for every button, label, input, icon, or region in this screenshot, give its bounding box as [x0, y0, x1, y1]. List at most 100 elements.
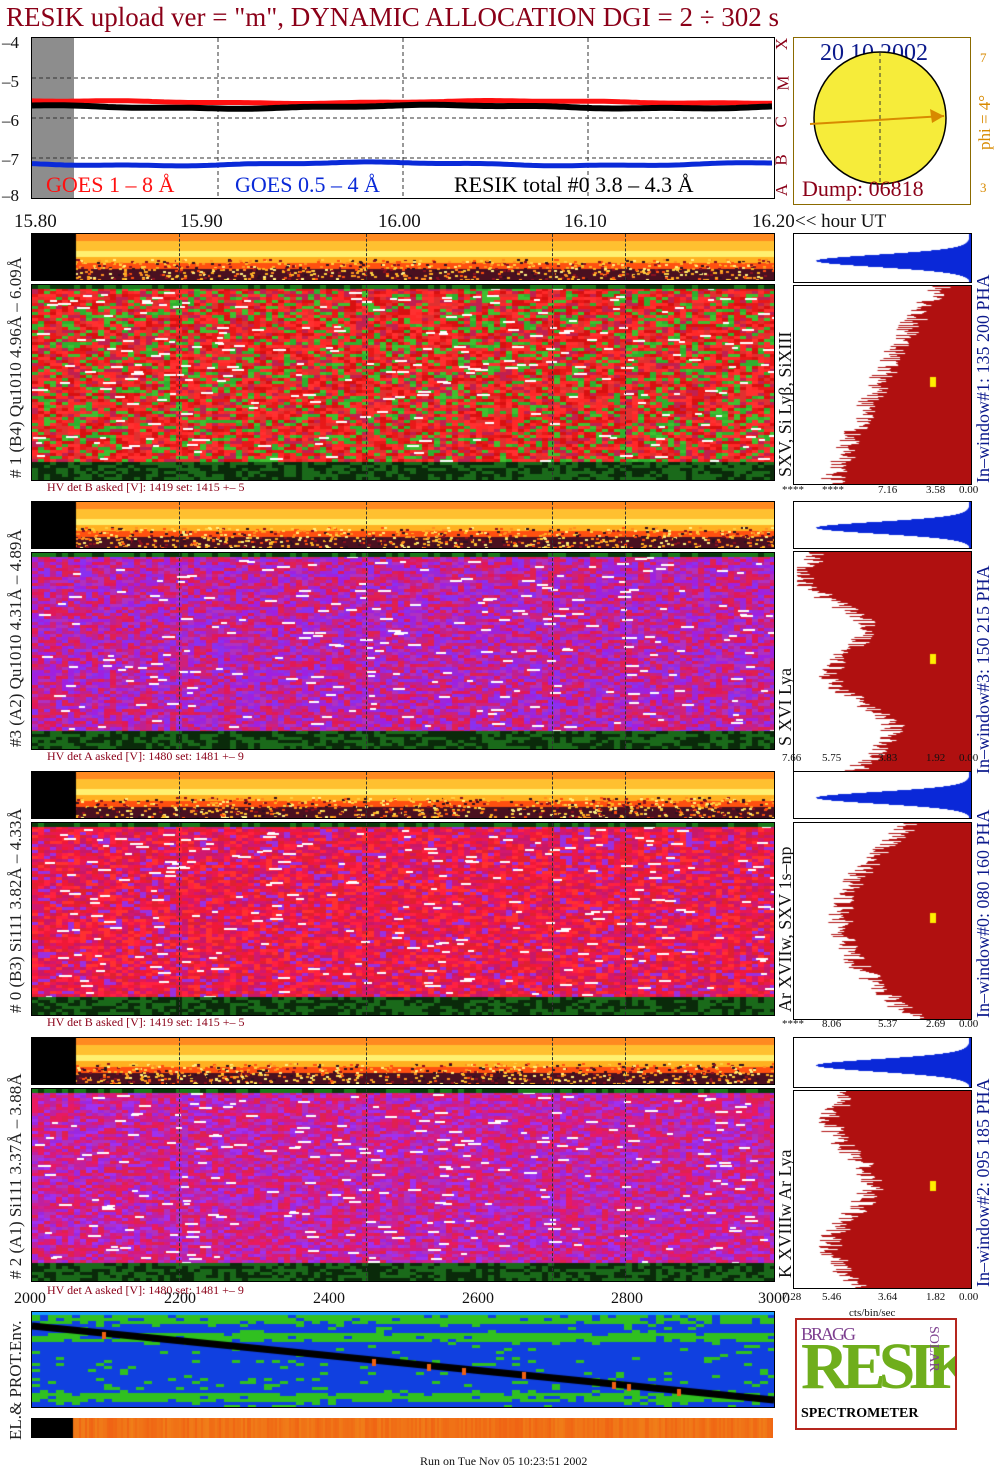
- spectrum-histogram: [793, 551, 972, 776]
- spectrum-top-strip: [31, 1037, 775, 1085]
- spectrogram-canvas: [32, 285, 774, 480]
- y-tick-label: –6: [2, 111, 19, 130]
- time-gridline: [366, 823, 367, 1015]
- time-gridline: [366, 1038, 367, 1084]
- bottom-tick-label: 2200: [164, 1290, 196, 1307]
- time-gridline: [552, 502, 553, 548]
- time-gridline: [179, 234, 180, 280]
- bottom-tick-label: 2600: [462, 1290, 494, 1307]
- spectrogram-canvas: [32, 823, 774, 1015]
- y-tick-label: –4: [2, 33, 19, 52]
- pha-histogram-canvas: [794, 772, 971, 818]
- hist-scale-label: ****: [782, 484, 804, 496]
- time-tick-label: 16.10: [564, 211, 607, 232]
- hist-scale-label: 3.64: [878, 1291, 898, 1303]
- hv-status: HV det B asked [V]: 1419 set: 1415 +– 5: [47, 480, 245, 494]
- time-gridline: [625, 1089, 626, 1281]
- bottom-tick-label: 3000: [758, 1290, 790, 1307]
- top-strip-canvas: [32, 234, 774, 280]
- y-tick-label: –5: [2, 72, 19, 91]
- run-timestamp: Run on Tue Nov 05 10:23:51 2002: [420, 1454, 588, 1468]
- time-gridline: [552, 772, 553, 818]
- time-gridline: [366, 553, 367, 749]
- bottom-tick-label: 2400: [313, 1290, 345, 1307]
- time-gridline: [625, 502, 626, 548]
- in-window-label: In–window#2: 095 185 PHA: [973, 1078, 993, 1287]
- time-gridline: [366, 502, 367, 548]
- hv-status: HV det A asked [V]: 1480 set: 1481 +– 9: [47, 749, 244, 763]
- logo-spectrometer: SPECTROMETER: [801, 1406, 919, 1421]
- time-gridline: [179, 1038, 180, 1084]
- spectrum-top-strip: [31, 501, 775, 549]
- goes-05-4-series: [32, 159, 772, 169]
- hv-status: HV det A asked [V]: 1480 set: 1481 +– 9: [47, 1283, 244, 1297]
- spectrogram-panel: [31, 552, 775, 750]
- hist-scale-label: 5.37: [878, 1018, 898, 1030]
- hist-scale-label: 1.92: [926, 752, 946, 764]
- time-gridline: [625, 1038, 626, 1084]
- channel-label: # 0 (B3) Si111 3.82Å – 4.33Å: [6, 808, 25, 1013]
- spectrum-top-strip: [31, 771, 775, 819]
- resik-logo: BRAGG RESIK SOLAR SPECTROMETER: [795, 1318, 957, 1430]
- pha-histogram: [793, 771, 972, 819]
- time-gridline: [552, 553, 553, 749]
- time-tick-label: 16.00: [378, 211, 421, 232]
- pha-histogram: [793, 233, 972, 283]
- hist-scale-label: 5.46: [822, 1291, 842, 1303]
- hist-scale-label: 5.75: [822, 752, 842, 764]
- hist-scale-label: 3.58: [926, 484, 946, 496]
- time-gridline: [625, 285, 626, 480]
- resik-total-series: [32, 101, 773, 112]
- time-gridline: [552, 1038, 553, 1084]
- spectrogram-canvas: [32, 553, 774, 749]
- hist-scale-label: ****: [782, 1018, 804, 1030]
- y-tick-label: –7: [2, 150, 19, 169]
- class-letter: C: [771, 116, 791, 128]
- pha-histogram: [793, 501, 972, 549]
- time-gridline: [179, 823, 180, 1015]
- spectrum-histogram-canvas: [794, 823, 971, 1019]
- spectrum-histogram-canvas: [794, 552, 971, 775]
- spectrum-histogram: [793, 822, 972, 1020]
- top-strip-canvas: [32, 502, 774, 548]
- spectrogram-panel: [31, 1088, 775, 1282]
- top-strip-canvas: [32, 1038, 774, 1084]
- hist-scale-label: 0.00: [959, 752, 979, 764]
- y-tick-label: –8: [2, 186, 19, 205]
- channel-label: # 1 (B4) Qu1010 4.96Å – 6.09Å: [6, 257, 25, 478]
- time-gridline: [179, 772, 180, 818]
- time-unit-label: << hour UT: [795, 211, 887, 232]
- in-window-label: In–window#0: 080 160 PHA: [973, 809, 993, 1018]
- spectrum-histogram: [793, 1090, 972, 1289]
- class-letter: B: [771, 154, 791, 166]
- spectrum-histogram-canvas: [794, 286, 971, 484]
- time-gridline: [366, 1089, 367, 1281]
- class-letter: X: [772, 37, 792, 51]
- page-title: RESIK upload ver = "m", DYNAMIC ALLOCATI…: [6, 2, 780, 32]
- spectrogram-panel: [31, 284, 775, 481]
- phi-top: 7: [980, 50, 987, 65]
- time-gridline: [366, 285, 367, 480]
- class-letter: M: [773, 75, 793, 91]
- channel-label: # 2 (A1) Si111 3.37Å – 3.88Å: [6, 1073, 25, 1279]
- bottom-tick-label: 2800: [611, 1290, 643, 1307]
- time-tick-label: 16.20: [752, 211, 795, 232]
- time-gridline: [179, 1089, 180, 1281]
- pha-histogram-canvas: [794, 1038, 971, 1087]
- spectrum-histogram: [793, 285, 972, 485]
- env-axis-label: EL.& PROT.Env.: [6, 1320, 25, 1440]
- time-gridline: [552, 823, 553, 1015]
- dump-number: Dump: 06818: [802, 176, 924, 201]
- hist-scale-label: ****: [822, 484, 844, 496]
- hist-unit-label: cts/bin/sec: [849, 1307, 896, 1319]
- time-gridline: [179, 502, 180, 548]
- orange-strip: [31, 1418, 773, 1438]
- spectrum-top-strip: [31, 233, 775, 281]
- time-gridline: [552, 234, 553, 280]
- in-window-label: In–window#1: 135 200 PHA: [973, 274, 993, 483]
- env-plot: [31, 1311, 775, 1408]
- pha-histogram-canvas: [794, 234, 971, 282]
- phi-bottom: 3: [980, 180, 987, 195]
- class-letter: A: [772, 183, 792, 197]
- time-gridline: [179, 285, 180, 480]
